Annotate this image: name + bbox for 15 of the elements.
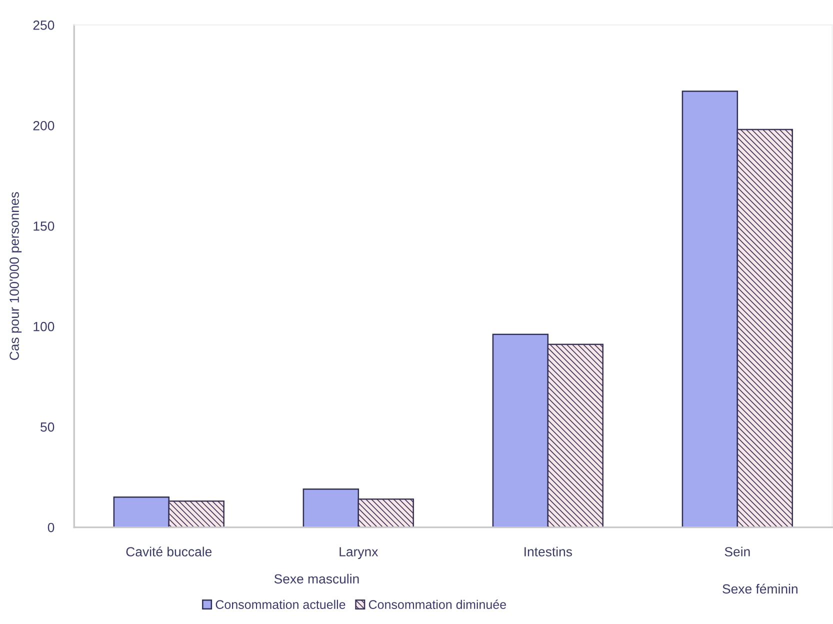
- legend-label: Consommation diminuée: [368, 600, 506, 609]
- y-axis-title: Cas pour 100'000 personnes: [10, 192, 22, 360]
- legend-label: Consommation actuelle: [216, 600, 346, 609]
- y-tick-label: 100: [34, 322, 54, 332]
- y-tick-label: 0: [48, 522, 54, 532]
- y-tick-label: 250: [33, 20, 54, 30]
- y-tick-label: 150: [34, 221, 54, 231]
- x-tick-label: Intestins: [524, 546, 572, 556]
- x-tick-label: Sein: [724, 546, 750, 556]
- y-tick-label: 50: [40, 422, 54, 432]
- x-tick-label: Cavité buccale: [126, 546, 212, 556]
- text: Sexe féminin: [722, 584, 798, 594]
- x-tick-label: Larynx: [340, 547, 378, 560]
- y-tick-label: 200: [33, 120, 54, 130]
- text: Sexe masculin: [274, 574, 359, 584]
